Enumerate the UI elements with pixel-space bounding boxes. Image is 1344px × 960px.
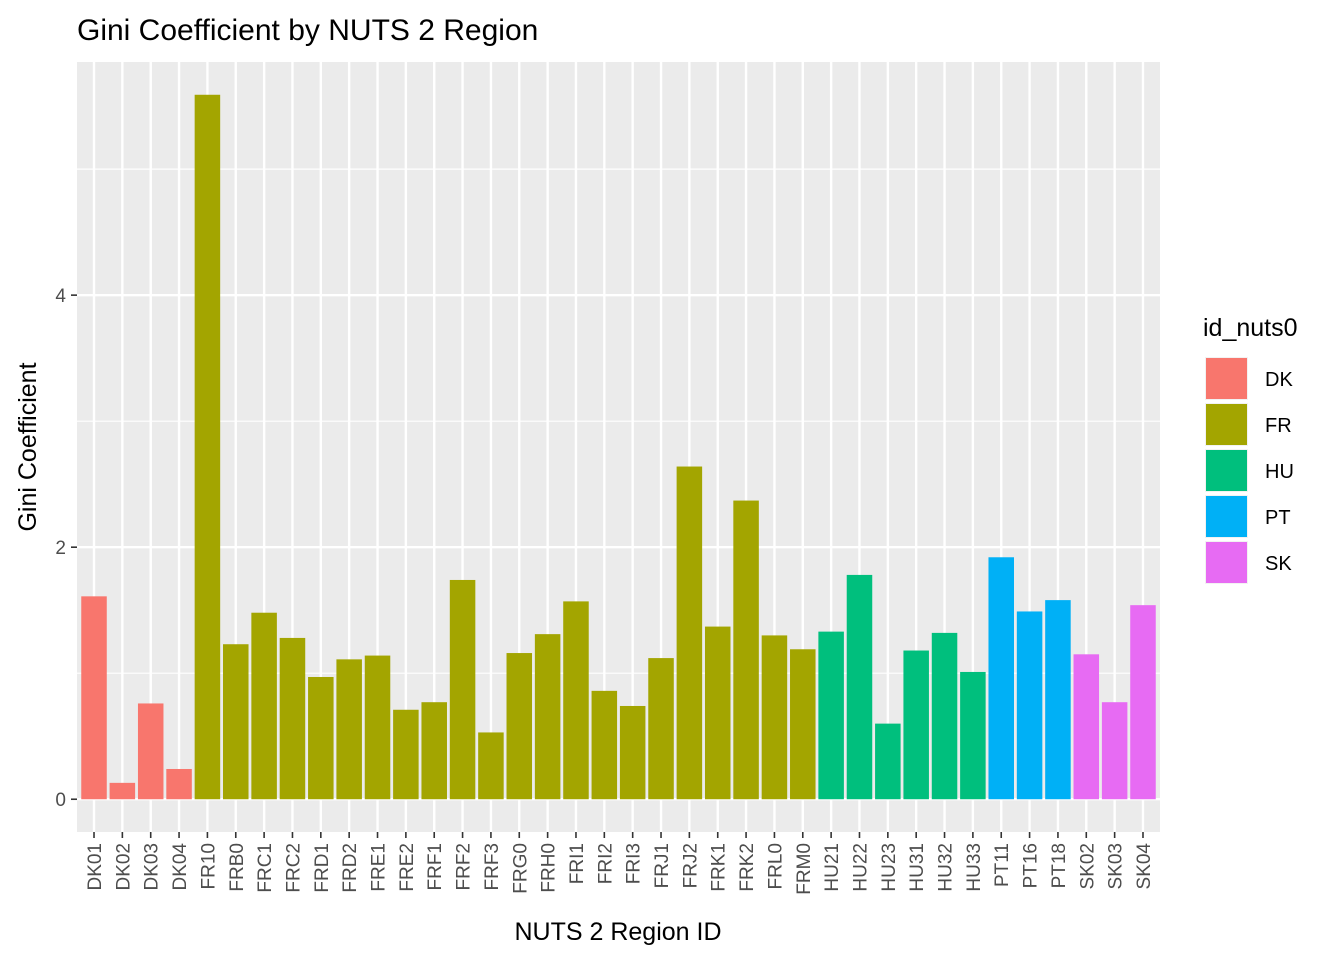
- legend-swatch-fr: [1206, 404, 1247, 445]
- x-tick-label-frj2: FRJ2: [680, 843, 701, 888]
- x-tick-label-frd2: FRD2: [340, 843, 361, 893]
- y-axis-title: Gini Coefficient: [14, 362, 42, 531]
- x-tick-label-hu21: HU21: [822, 843, 843, 892]
- bar-frk2: [733, 500, 759, 800]
- bar-frc1: [251, 612, 277, 800]
- bar-frj2: [676, 466, 703, 800]
- x-tick-label-sk03: SK03: [1106, 843, 1127, 889]
- x-tick-label-dk01: DK01: [85, 843, 106, 891]
- y-axis: 0 2 4: [55, 286, 77, 811]
- x-tick-label-fri2: FRI2: [595, 843, 616, 884]
- legend-swatch-hu: [1206, 450, 1247, 491]
- bar-frb0: [223, 644, 249, 800]
- x-tick-label-hu33: HU33: [964, 843, 985, 892]
- x-tick-label-frc1: FRC1: [255, 843, 276, 893]
- x-axis-title: NUTS 2 Region ID: [514, 918, 721, 946]
- bar-hu32: [931, 632, 958, 800]
- x-tick-label-pt18: PT18: [1049, 843, 1070, 888]
- x-tick-label-frl0: FRL0: [765, 843, 786, 889]
- y-tick-label: 0: [55, 790, 66, 811]
- bar-frd2: [336, 659, 362, 800]
- bar-dk04: [166, 768, 192, 800]
- x-tick-label-frk2: FRK2: [737, 843, 758, 892]
- x-tick-label-frh0: FRH0: [539, 843, 560, 893]
- bar-fri3: [619, 705, 646, 800]
- x-tick-label-frm0: FRM0: [794, 843, 815, 895]
- legend-swatch-sk: [1206, 542, 1247, 583]
- y-tick-label: 4: [55, 286, 66, 307]
- x-tick-label-frj1: FRJ1: [652, 843, 673, 888]
- bar-hu33: [960, 671, 986, 800]
- x-tick-label-frd1: FRD1: [312, 843, 333, 893]
- legend-label-dk: DK: [1265, 369, 1293, 391]
- bar-dk01: [81, 596, 107, 800]
- bar-fr10: [194, 94, 221, 800]
- bar-hu23: [875, 723, 901, 800]
- x-tick-label-frg0: FRG0: [510, 843, 531, 894]
- bar-frm0: [790, 649, 816, 800]
- bar-fri1: [563, 601, 589, 800]
- bar-frf3: [478, 732, 504, 800]
- x-tick-label-hu22: HU22: [850, 843, 871, 892]
- bar-hu31: [903, 650, 929, 800]
- x-tick-label-hu23: HU23: [879, 843, 900, 892]
- x-tick-label-dk03: DK03: [142, 843, 163, 891]
- x-tick-label-sk04: SK04: [1134, 843, 1155, 890]
- x-tick-label-dk04: DK04: [170, 843, 191, 891]
- legend-title: id_nuts0: [1203, 314, 1298, 342]
- x-tick-label-frf3: FRF3: [482, 843, 503, 891]
- x-tick-label-sk02: SK02: [1077, 843, 1098, 889]
- x-tick-label-hu32: HU32: [936, 843, 957, 892]
- legend: id_nuts0 DK FR HU PT SK: [1203, 314, 1298, 584]
- x-tick-label-fre2: FRE2: [397, 843, 418, 892]
- bar-frl0: [761, 635, 788, 800]
- bar-sk03: [1101, 702, 1128, 800]
- bar-frk1: [704, 626, 731, 800]
- bar-fre2: [393, 709, 419, 800]
- x-tick-label-frk1: FRK1: [709, 843, 730, 892]
- x-tick-label-hu31: HU31: [907, 843, 928, 892]
- bar-dk02: [109, 782, 136, 800]
- x-tick-label-frf2: FRF2: [454, 843, 475, 891]
- bar-frc2: [279, 637, 306, 800]
- legend-swatch-pt: [1206, 496, 1247, 537]
- bar-frj1: [648, 658, 674, 800]
- bar-frg0: [506, 653, 533, 800]
- x-tick-label-fri1: FRI1: [567, 843, 588, 884]
- bar-dk03: [137, 703, 164, 800]
- bar-frf1: [421, 702, 447, 800]
- x-tick-label-pt11: PT11: [992, 843, 1013, 887]
- chart-title: Gini Coefficient by NUTS 2 Region: [77, 14, 538, 47]
- x-tick-label-frf1: FRF1: [425, 843, 446, 891]
- legend-label-pt: PT: [1265, 507, 1291, 529]
- bar-frd1: [308, 676, 334, 800]
- bar-frf2: [449, 579, 476, 800]
- bar-hu22: [846, 574, 873, 800]
- x-tick-label-dk02: DK02: [113, 843, 134, 891]
- bar-sk02: [1073, 654, 1100, 800]
- x-tick-label-fri3: FRI3: [624, 843, 645, 884]
- x-tick-label-fre1: FRE1: [369, 843, 390, 892]
- bar-pt16: [1016, 611, 1043, 800]
- x-tick-label-frc2: FRC2: [283, 843, 304, 893]
- x-tick-label-pt16: PT16: [1021, 843, 1042, 888]
- x-tick-label-frb0: FRB0: [227, 843, 248, 892]
- bar-hu21: [818, 631, 844, 800]
- x-tick-label-fr10: FR10: [198, 843, 219, 889]
- legend-label-sk: SK: [1265, 553, 1292, 575]
- bar-fri2: [591, 690, 618, 800]
- bar-sk04: [1130, 605, 1156, 800]
- bar-frh0: [534, 634, 561, 800]
- bars: [81, 94, 1156, 800]
- bar-pt18: [1045, 600, 1071, 800]
- legend-label-fr: FR: [1265, 415, 1292, 437]
- legend-swatch-dk: [1206, 358, 1247, 399]
- x-axis: DK01 DK02 DK03 DK04 FR10 FRB0 FRC1 FRC2 FRD1 FRD2…: [85, 832, 1155, 895]
- y-tick-label: 2: [55, 538, 66, 559]
- bar-pt11: [988, 557, 1014, 800]
- legend-label-hu: HU: [1265, 461, 1294, 483]
- bar-fre1: [364, 655, 391, 800]
